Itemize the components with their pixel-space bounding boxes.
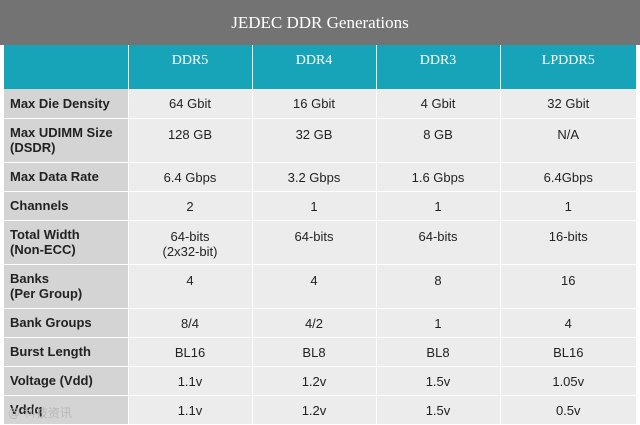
header-cell-ddr4: DDR4 xyxy=(252,45,377,89)
table-cell: 8 xyxy=(376,264,501,309)
table-cell: N/A xyxy=(500,118,636,163)
table-cell: 16 xyxy=(500,264,636,309)
table-cell: BL8 xyxy=(252,337,377,367)
row-label: Voltage (Vdd) xyxy=(4,366,129,396)
table-row: Banks (Per Group) 4 4 8 16 xyxy=(4,264,636,309)
table-row: Burst Length BL16 BL8 BL8 BL16 xyxy=(4,337,636,367)
row-label: Total Width (Non-ECC) xyxy=(4,220,129,265)
row-label: Max Die Density xyxy=(4,89,129,119)
comparison-table: DDR5 DDR4 DDR3 LPDDR5 Max Die Density 64 … xyxy=(4,45,636,425)
table-cell: 1.5v xyxy=(376,395,501,425)
table-cell: 1.1v xyxy=(128,395,253,425)
header-cell-blank xyxy=(4,45,129,89)
table-row: Max UDIMM Size (DSDR) 128 GB 32 GB 8 GB N/A xyxy=(4,118,636,163)
table-cell: 64 Gbit xyxy=(128,89,253,119)
table-row: Max Die Density 64 Gbit 16 Gbit 4 Gbit 32 Gb… xyxy=(4,89,636,119)
table-cell: BL16 xyxy=(500,337,636,367)
table-cell: 1.2v xyxy=(252,395,377,425)
table-cell: 32 GB xyxy=(252,118,377,163)
row-label: Bank Groups xyxy=(4,308,129,338)
header-cell-ddr5: DDR5 xyxy=(128,45,253,89)
table-cell: 64-bits (2x32-bit) xyxy=(128,220,253,265)
table-cell: 128 GB xyxy=(128,118,253,163)
table-row: Max Data Rate 6.4 Gbps 3.2 Gbps 1.6 Gbps 6.4… xyxy=(4,162,636,192)
table-cell: 8/4 xyxy=(128,308,253,338)
table-cell: 1.05v xyxy=(500,366,636,396)
table-cell: 4 Gbit xyxy=(376,89,501,119)
table-cell: 1 xyxy=(252,191,377,221)
table-cell: 1 xyxy=(376,308,501,338)
table-cell: 8 GB xyxy=(376,118,501,163)
table-cell: 16-bits xyxy=(500,220,636,265)
table-cell: 64-bits xyxy=(376,220,501,265)
row-label: Max Data Rate xyxy=(4,162,129,192)
table-title: JEDEC DDR Generations xyxy=(0,0,640,45)
table-cell: 1.2v xyxy=(252,366,377,396)
table-cell: 6.4Gbps xyxy=(500,162,636,192)
table-cell: 4/2 xyxy=(252,308,377,338)
row-label: Max UDIMM Size (DSDR) xyxy=(4,118,129,163)
table-body: Max Die Density 64 Gbit 16 Gbit 4 Gbit 32 Gb… xyxy=(4,89,636,425)
table-cell: 16 Gbit xyxy=(252,89,377,119)
table-cell: BL16 xyxy=(128,337,253,367)
table-cell: 2 xyxy=(128,191,253,221)
table-row: Bank Groups 8/4 4/2 1 4 xyxy=(4,308,636,338)
row-label: Banks (Per Group) xyxy=(4,264,129,309)
table-cell: 0.5v xyxy=(500,395,636,425)
table-cell: 32 Gbit xyxy=(500,89,636,119)
table-cell: 1.6 Gbps xyxy=(376,162,501,192)
table-cell: 1 xyxy=(500,191,636,221)
table-cell: 4 xyxy=(500,308,636,338)
table-row: Channels 2 1 1 1 xyxy=(4,191,636,221)
table-cell: BL8 xyxy=(376,337,501,367)
table-cell: 64-bits xyxy=(252,220,377,265)
table-cell: 4 xyxy=(128,264,253,309)
table-cell: 4 xyxy=(252,264,377,309)
table-cell: 6.4 Gbps xyxy=(128,162,253,192)
row-label: Vddq xyxy=(4,395,129,425)
row-label: Burst Length xyxy=(4,337,129,367)
row-label: Channels xyxy=(4,191,129,221)
table-row: Total Width (Non-ECC) 64-bits (2x32-bit) 64-… xyxy=(4,220,636,265)
table-cell: 1.1v xyxy=(128,366,253,396)
table-cell: 1.5v xyxy=(376,366,501,396)
table-cell: 1 xyxy=(376,191,501,221)
header-cell-ddr3: DDR3 xyxy=(376,45,501,89)
header-row: DDR5 DDR4 DDR3 LPDDR5 xyxy=(4,45,636,89)
header-cell-lpddr5: LPDDR5 xyxy=(500,45,636,89)
table-cell: 3.2 Gbps xyxy=(252,162,377,192)
watermark: @ 科技资讯 xyxy=(8,406,72,420)
table-row: Voltage (Vdd) 1.1v 1.2v 1.5v 1.05v xyxy=(4,366,636,396)
table-row: Vddq 1.1v 1.2v 1.5v 0.5v xyxy=(4,395,636,425)
